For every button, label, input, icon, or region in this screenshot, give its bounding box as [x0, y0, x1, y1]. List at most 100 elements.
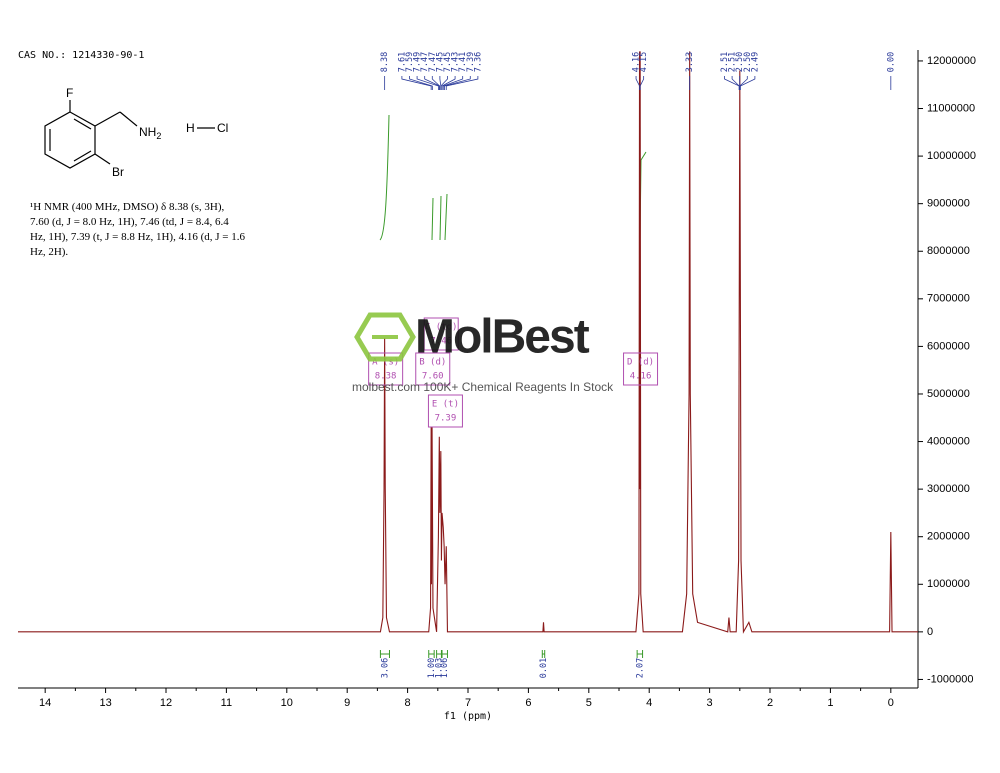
- x-tick-label: 7: [465, 697, 471, 709]
- bond: [94, 111, 121, 127]
- bond: [73, 118, 92, 130]
- x-tick-label: 11: [221, 697, 232, 709]
- peak-label: 7.49: [413, 52, 423, 72]
- integral-curve: [379, 114, 390, 241]
- y-tick-label: 6000000: [927, 340, 970, 352]
- x-tick-label: 5: [586, 697, 592, 709]
- peak-label: 7.45: [435, 52, 445, 72]
- x-tick-label: 2: [767, 697, 773, 709]
- peak-leader: [431, 76, 441, 90]
- peak-label: 2.50: [743, 52, 753, 72]
- y-tick-label: 9000000: [927, 198, 970, 210]
- spectrum-line: [18, 51, 918, 634]
- integral-value: 1.00: [427, 658, 437, 678]
- peak-label: 7.45: [443, 52, 453, 72]
- peak-label: 7.47: [420, 52, 430, 72]
- bond: [94, 153, 111, 165]
- x-axis-title: f1 (ppm): [444, 711, 492, 722]
- x-tick-label: 0: [888, 697, 894, 709]
- plot: 14 13 12 11 10 9 8 7 6 5 4 3 2 1 0f1 (ppm)-10000000100…: [18, 50, 976, 722]
- peak-leader: [440, 76, 448, 90]
- multiplet-label: C (td): [425, 323, 458, 333]
- y-tick-label: 11000000: [927, 102, 975, 114]
- atom-label: H: [186, 121, 195, 135]
- x-tick-label: 1: [827, 697, 833, 709]
- atom-label: F: [66, 86, 73, 100]
- peak-label: 0.00: [886, 52, 896, 72]
- atom-label: NH: [139, 125, 156, 139]
- bond: [73, 150, 92, 162]
- integral-curves: [379, 114, 647, 241]
- peak-label: 4.15: [639, 52, 649, 72]
- peak-leader: [444, 76, 471, 90]
- y-tick-label: 2000000: [927, 531, 970, 543]
- peak-label: 2.50: [735, 52, 745, 72]
- peak-label: 2.49: [750, 52, 760, 72]
- x-tick-label: 6: [525, 697, 531, 709]
- multiplet-shift: 4.16: [630, 372, 652, 382]
- watermark-text: MolBest: [415, 311, 590, 364]
- peak-leader: [731, 76, 740, 90]
- peak-leader: [401, 76, 432, 90]
- peak-leader: [441, 76, 456, 90]
- peak-label: 8.38: [380, 52, 390, 72]
- peak-label: 4.16: [632, 52, 642, 72]
- peak-label: 2.51: [720, 52, 730, 72]
- integral-curve: [444, 193, 448, 241]
- x-tick-label: 13: [99, 697, 111, 709]
- integral-value: 0.01: [539, 658, 549, 678]
- peak-label: 2.51: [728, 52, 738, 72]
- peak-label: 7.59: [405, 52, 415, 72]
- integral-curve: [639, 151, 647, 241]
- multiplet-box: [415, 352, 451, 386]
- peak-label: 7.39: [466, 52, 476, 72]
- x-tick-label: 10: [281, 697, 293, 709]
- peak-label: 7.36: [473, 52, 483, 72]
- cas-number: CAS NO.: 1214330-90-1: [18, 50, 144, 61]
- integral-value: 1.06: [440, 658, 450, 678]
- y-tick-label: 10000000: [927, 150, 976, 162]
- peak-leader: [445, 76, 479, 90]
- peak-label: 7.61: [397, 52, 407, 72]
- y-tick-label: -1000000: [927, 673, 974, 685]
- integral-curve: [431, 197, 434, 241]
- peak-leader: [409, 76, 433, 90]
- peak-leader: [740, 76, 756, 90]
- structure: [44, 100, 215, 169]
- y-tick-label: 7000000: [927, 293, 970, 305]
- multiplet-box: [423, 317, 459, 351]
- watermark-subtitle: molbest.com 100K+ Chemical Reagents In S…: [352, 380, 614, 394]
- peak-label: 7.47: [428, 52, 438, 72]
- integral-value: 1.03: [435, 658, 445, 678]
- multiplet-shift: 8.38: [375, 372, 397, 382]
- integral-value: 3.06: [380, 658, 390, 678]
- peak-label: 7.43: [451, 52, 461, 72]
- peak-leader: [739, 76, 748, 90]
- multiplet-shift: 7.39: [435, 414, 457, 424]
- multiplet-box: [427, 394, 463, 428]
- x-tick-label: 4: [646, 697, 652, 709]
- x-tick-label: 14: [39, 697, 51, 709]
- atom-subscript: 2: [156, 131, 161, 141]
- multiplet-shift: 7.60: [422, 372, 444, 382]
- x-tick-label: 8: [405, 697, 411, 709]
- multiplet-box: [623, 352, 659, 386]
- bond: [119, 111, 138, 127]
- multiplet-label: A (s): [372, 358, 399, 368]
- multiplet-label: D (d): [627, 358, 654, 368]
- y-tick-label: 4000000: [927, 435, 970, 447]
- y-tick-label: 1000000: [927, 578, 970, 590]
- peak-label: 7.41: [458, 52, 468, 72]
- y-tick-label: 0: [927, 626, 933, 638]
- multiplet-box: [368, 352, 404, 386]
- multiplet-label: B (d): [419, 358, 446, 368]
- logo: [354, 312, 416, 362]
- x-tick-label: 9: [344, 697, 350, 709]
- nmr-description: ¹H NMR (400 MHz, DMSO) δ 8.38 (s, 3H), 7…: [30, 201, 245, 258]
- integral-value: 2.07: [635, 658, 645, 678]
- peak-leader: [639, 76, 645, 90]
- peak-label: 3.33: [685, 52, 695, 72]
